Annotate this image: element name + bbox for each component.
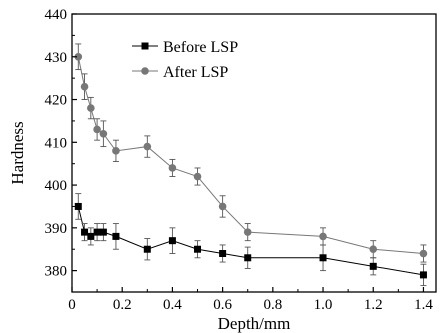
x-tick-label: 1.0 [314, 297, 333, 313]
legend-label: Before LSP [163, 39, 238, 56]
square-marker [141, 42, 149, 50]
circle-marker [74, 52, 83, 61]
square-marker [319, 254, 327, 262]
series-after-lsp [74, 43, 428, 263]
legend-item: Before LSP [132, 39, 238, 56]
square-marker [419, 271, 427, 279]
circle-marker [168, 164, 177, 172]
circle-marker [319, 232, 327, 241]
circle-marker [218, 202, 227, 211]
y-tick-label: 410 [45, 135, 68, 151]
square-marker [87, 232, 95, 240]
circle-marker [193, 172, 202, 181]
x-tick-label: 1.4 [414, 297, 433, 313]
square-marker [369, 262, 377, 270]
plot-marks [74, 43, 428, 287]
circle-marker [112, 147, 120, 155]
x-tick-label: 0.6 [213, 297, 232, 313]
y-tick-label: 400 [45, 178, 68, 194]
square-marker [143, 245, 151, 253]
square-marker [112, 232, 120, 240]
circle-marker [243, 228, 252, 236]
legend: Before LSP After LSP [132, 39, 238, 81]
x-tick-label: 0 [68, 297, 76, 313]
x-tick-label: 0.8 [263, 297, 282, 313]
square-marker [99, 228, 107, 236]
plot-frame [71, 13, 437, 293]
y-tick-label: 420 [45, 93, 68, 109]
x-axis-label: Depth/mm [218, 314, 291, 333]
circle-marker [143, 142, 152, 151]
circle-marker [419, 249, 428, 258]
square-marker [81, 228, 89, 236]
circle-marker [93, 125, 101, 134]
square-marker [219, 250, 227, 258]
x-tick-label: 0.4 [163, 297, 182, 313]
square-marker [74, 202, 82, 210]
legend-label: After LSP [163, 64, 228, 81]
square-marker [194, 245, 202, 253]
series-line [77, 56, 424, 255]
series-before-lsp [74, 193, 427, 287]
y-tick-label: 440 [45, 7, 68, 23]
y-tick-label: 390 [45, 221, 68, 237]
y-tick-label: 430 [45, 50, 68, 66]
circle-marker [80, 82, 89, 91]
axis-ticks: 0 0.2 0.4 0.6 0.8 1.0 1.2 1.4 380 390 400 410 420 430… [45, 7, 434, 313]
circle-marker [369, 245, 378, 254]
square-marker [93, 228, 101, 236]
legend-item: After LSP [132, 64, 228, 81]
circle-marker [99, 129, 108, 138]
square-marker [168, 237, 176, 245]
y-tick-label: 380 [45, 264, 68, 280]
x-tick-label: 1.2 [364, 297, 383, 313]
circle-marker [141, 67, 149, 75]
x-tick-label: 0.2 [113, 297, 132, 313]
circle-marker [87, 104, 95, 112]
square-marker [244, 254, 252, 262]
y-axis-label: Hardness [8, 121, 27, 184]
